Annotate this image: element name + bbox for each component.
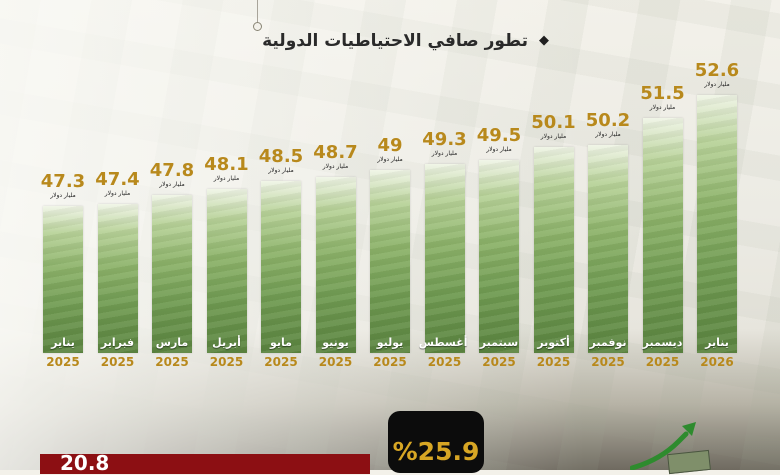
year-label: 2025: [149, 355, 195, 369]
month-label: مايو: [258, 336, 304, 349]
bar-unit-label: مليار دولار: [93, 190, 143, 197]
bar-value-label: 48.1: [197, 154, 257, 175]
bar-value-label: 52.6: [687, 60, 747, 81]
bar-unit-label: مليار دولار: [256, 167, 306, 174]
bar-0: [43, 206, 83, 353]
chart-title: تطور صافي الاحتياطيات الدولية: [262, 31, 528, 51]
month-label: يناير: [694, 336, 740, 349]
bar-unit-label: مليار دولار: [311, 163, 361, 170]
bar-8: [479, 160, 519, 353]
bar-value-label: 49.3: [415, 129, 475, 150]
bar-3: [207, 189, 247, 353]
bar-value-label: 50.1: [524, 112, 584, 133]
bar-unit-label: مليار دولار: [420, 150, 470, 157]
year-label: 2025: [367, 355, 413, 369]
bar-value-label: 48.7: [306, 142, 366, 163]
percent-value: %25.9: [390, 437, 482, 466]
bar-7: [425, 164, 465, 353]
bar-10: [588, 145, 628, 353]
bar-unit-label: مليار دولار: [365, 156, 415, 163]
bar-unit-label: مليار دولار: [147, 181, 197, 188]
bar-unit-label: مليار دولار: [638, 104, 688, 111]
frame-dot-ornament: [253, 22, 262, 31]
month-label: أبريل: [204, 336, 250, 349]
cash-stack-icon: [667, 450, 711, 474]
bar-9: [534, 147, 574, 353]
bar-value-label: 48.5: [251, 146, 311, 167]
bar-6: [370, 170, 410, 353]
bar-12: [697, 95, 737, 353]
bar-unit-label: مليار دولار: [583, 131, 633, 138]
bar-4: [261, 181, 301, 353]
bar-value-label: 50.2: [578, 110, 638, 131]
year-label: 2025: [422, 355, 468, 369]
year-label: 2025: [204, 355, 250, 369]
bar-unit-label: مليار دولار: [692, 81, 742, 88]
bar-value-label: 51.5: [633, 83, 693, 104]
month-label: فبراير: [95, 336, 141, 349]
year-label: 2025: [585, 355, 631, 369]
bar-value-label: 47.3: [33, 171, 93, 192]
title-frame: [257, 0, 548, 31]
bar-11: [643, 118, 683, 353]
month-label: نوفمبر: [585, 336, 631, 349]
bar-value-label: 47.8: [142, 160, 202, 181]
bar-5: [316, 177, 356, 353]
year-label: 2025: [95, 355, 141, 369]
bar-value-label: 49: [360, 135, 420, 156]
year-label: 2025: [313, 355, 359, 369]
bar-2: [152, 195, 192, 353]
year-label: 2025: [40, 355, 86, 369]
bar-unit-label: مليار دولار: [38, 192, 88, 199]
year-label: 2025: [258, 355, 304, 369]
month-label: ديسمبر: [640, 336, 686, 349]
diamond-bullet-icon: ◆: [539, 35, 551, 47]
year-label: 2026: [694, 355, 740, 369]
year-label: 2025: [531, 355, 577, 369]
bar-unit-label: مليار دولار: [474, 146, 524, 153]
bar-value-label: 47.4: [88, 169, 148, 190]
month-label: أكتوبر: [531, 336, 577, 349]
bar-unit-label: مليار دولار: [529, 133, 579, 140]
year-label: 2025: [476, 355, 522, 369]
month-label: مارس: [149, 336, 195, 349]
month-label: يناير: [40, 336, 86, 349]
month-label: أغسطس: [422, 336, 468, 349]
month-label: يونيو: [313, 336, 359, 349]
bar-1: [98, 204, 138, 353]
month-label: سبتمبر: [476, 336, 522, 349]
bar-value-label: 49.5: [469, 125, 529, 146]
red-bar-value: 20.8: [60, 451, 109, 475]
year-label: 2025: [640, 355, 686, 369]
bar-unit-label: مليار دولار: [202, 175, 252, 182]
month-label: يوليو: [367, 336, 413, 349]
